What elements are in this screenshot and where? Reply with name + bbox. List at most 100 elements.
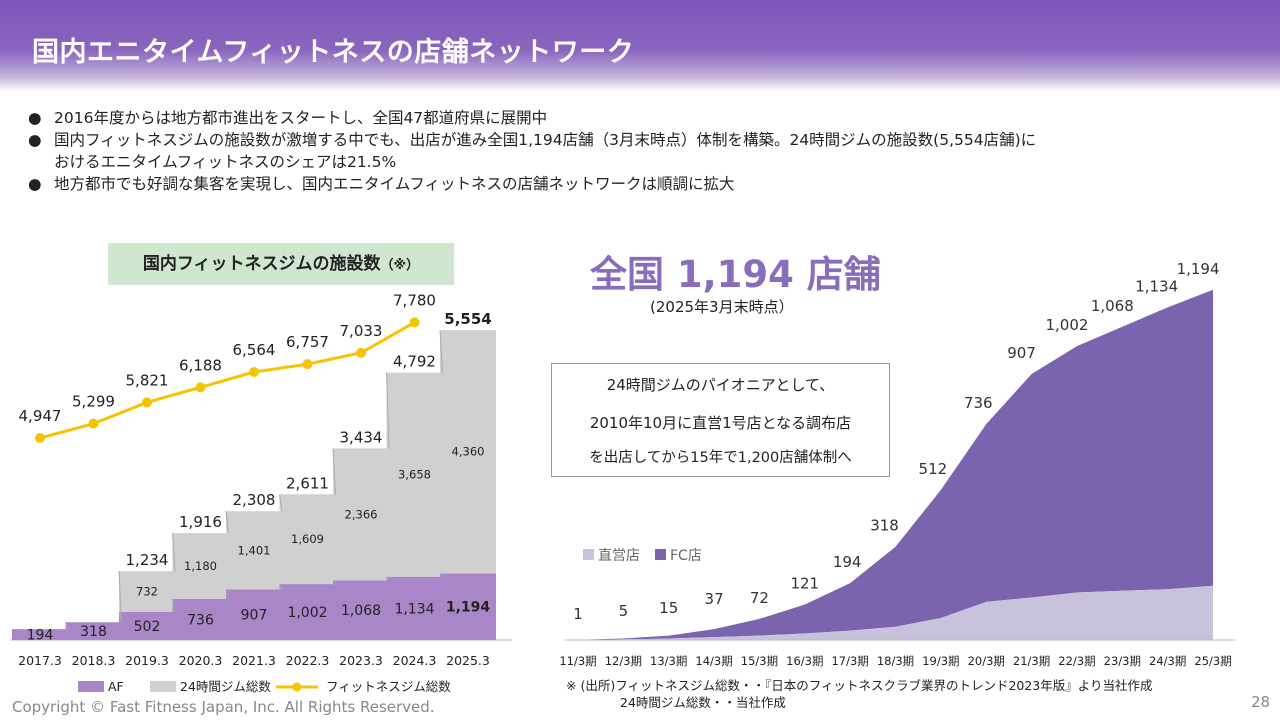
total-value-label: 318 (870, 517, 899, 535)
af-value-label: 907 (241, 608, 268, 624)
total-connector-line (118, 571, 122, 623)
store-total-date: (2025年3月末時点） (650, 298, 794, 316)
bullet-item: ● 国内フィットネスジムの施設数が激増する中でも、出店が進み全国1,194店舗（3… (28, 131, 1037, 149)
x-tick-label: 24/3期 (1149, 654, 1186, 668)
af-bar (12, 629, 68, 640)
total-value-label: 2,611 (286, 474, 329, 492)
gym24-value-label: 1,180 (184, 559, 217, 573)
legend-swatch-fc (655, 549, 666, 560)
x-tick-label: 2017.3 (18, 653, 62, 668)
fitness-line (39, 321, 416, 440)
fitness-value-label: 6,188 (179, 356, 222, 374)
x-tick-label: 25/3期 (1194, 654, 1231, 668)
info-line: 24時間ジムのパイオニアとして、 (606, 376, 835, 394)
left-chart-title: 国内フィットネスジムの施設数（※） (108, 243, 454, 285)
gym24-bar (333, 448, 389, 581)
total-connector-line (225, 511, 229, 534)
total-connector-line (386, 372, 390, 449)
af-connector-line (225, 589, 229, 600)
x-tick-label: 23/3期 (1104, 654, 1141, 668)
bullet-item: ● 2016年度からは地方都市進出をスタートし、全国47都道府県に展開中 (28, 109, 548, 127)
fitness-point (249, 367, 259, 378)
total-value-label: 2,308 (233, 491, 276, 509)
total-value-label: 194 (833, 553, 862, 571)
af-connector-line (439, 573, 443, 578)
total-value-label: 3,434 (340, 428, 383, 446)
gym24-bar (226, 511, 282, 590)
x-tick-label: 17/3期 (831, 654, 868, 668)
gym24-bar (440, 330, 496, 574)
af-bar (333, 580, 389, 640)
fitness-point (88, 418, 99, 429)
x-tick-label: 22/3期 (1058, 654, 1095, 668)
x-tick-label: 15/3期 (741, 654, 778, 668)
total-connector-line (279, 494, 283, 512)
af-connector-line (279, 583, 283, 590)
af-value-label: 1,068 (341, 603, 381, 619)
direct-area (578, 585, 1214, 640)
total-value-label: 5,554 (444, 310, 491, 328)
af-connector-line (65, 622, 69, 630)
fitness-point (142, 397, 152, 408)
af-connector-line (118, 611, 122, 623)
legend-label-gym24: 24時間ジム総数 (180, 679, 271, 694)
fitness-value-label: 7,033 (340, 322, 383, 340)
af-bar (65, 622, 122, 640)
page-number: 28 (1251, 693, 1271, 711)
copyright-text: Copyright © Fast Fitness Japan, Inc. All… (12, 698, 435, 716)
gym24-value-label: 1,401 (238, 543, 271, 557)
fitness-point (195, 382, 206, 393)
gym24-value-label: 4,360 (452, 445, 485, 459)
total-value-label: 1,234 (126, 551, 169, 569)
gym24-bar (172, 533, 229, 599)
x-tick-label: 11/3期 (559, 654, 596, 668)
total-value-label: 1,068 (1091, 297, 1134, 315)
info-box: 24時間ジムのパイオニアとして、 2010年10月に直営1号店となる調布店 を出… (551, 363, 890, 477)
x-tick-label: 2019.3 (125, 653, 169, 668)
fitness-value-label: 6,757 (286, 333, 329, 351)
fitness-value-label: 4,947 (19, 407, 62, 425)
gym24-value-label: 1,609 (291, 532, 324, 546)
store-total-heading: 全国 1,194 店舗 (590, 253, 881, 296)
legend-label-fitness: フィットネスジム総数 (326, 679, 451, 694)
x-tick-label: 2024.3 (393, 653, 437, 668)
info-line: 2010年10月に直営1号店となる調布店 (589, 414, 852, 432)
total-value-label: 1 (573, 605, 583, 623)
bullet-list: ● 2016年度からは地方都市進出をスタートし、全国47都道府県に展開中 ● 国内フ… (28, 107, 1258, 195)
af-value-label: 318 (80, 624, 107, 640)
fitness-point (409, 317, 420, 328)
af-value-label: 194 (27, 628, 54, 644)
total-value-label: 15 (659, 599, 678, 617)
total-connector-line (172, 533, 176, 572)
gym24-bar (119, 571, 175, 612)
fitness-point (356, 347, 366, 358)
x-tick-label: 2018.3 (72, 653, 116, 668)
total-value-label: 907 (1007, 344, 1036, 362)
total-value-label: 512 (919, 460, 948, 478)
x-tick-label: 13/3期 (650, 654, 687, 668)
af-value-label: 1,134 (394, 601, 434, 617)
af-connector-line (332, 580, 336, 585)
legend-label-fc: FC店 (670, 548, 702, 564)
bullet-icon: ● (28, 175, 42, 193)
fitness-value-label: 5,299 (72, 393, 115, 411)
legend-marker-fitness (292, 682, 302, 692)
x-tick-label: 16/3期 (786, 654, 823, 668)
header-bar: 国内エニタイムフィットネスの店舗ネットワーク (0, 0, 1280, 92)
x-tick-label: 2022.3 (286, 653, 330, 668)
fitness-value-label: 5,821 (126, 371, 169, 389)
source-note: ※ (出所)フィットネスジム総数・・『日本のフィットネスクラブ業界のトレンド20… (566, 678, 1153, 710)
page-title: 国内エニタイムフィットネスの店舗ネットワーク (32, 37, 635, 68)
total-value-label: 1,916 (179, 513, 222, 531)
x-tick-label: 18/3期 (877, 654, 914, 668)
x-tick-label: 14/3期 (695, 654, 732, 668)
af-value-label: 1,002 (287, 605, 327, 621)
x-tick-label: 2025.3 (446, 653, 490, 668)
gym24-value-label: 2,366 (345, 507, 378, 521)
total-connector-line (439, 330, 443, 373)
gym24-value-label: 732 (136, 585, 158, 599)
af-bar (172, 598, 229, 640)
legend-swatch-gym24 (150, 681, 176, 692)
total-value-label: 1,002 (1045, 316, 1088, 334)
